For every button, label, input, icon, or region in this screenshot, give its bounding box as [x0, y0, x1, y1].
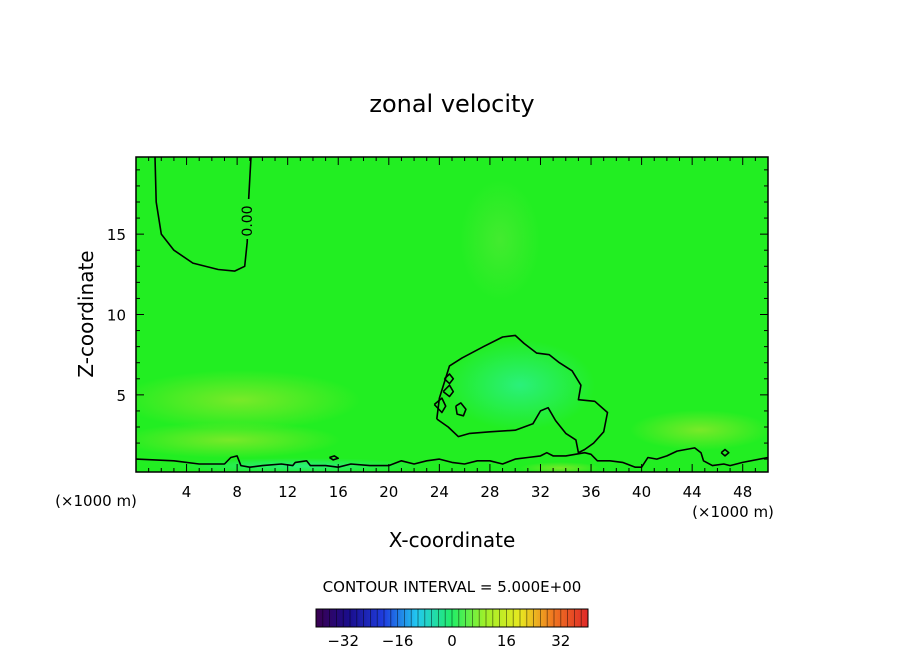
x-tick-label: 4: [182, 483, 192, 501]
x-tick-label: 40: [632, 483, 651, 501]
contour-line-1: [436, 334, 609, 454]
colorbar-tick-label: 0: [447, 632, 457, 650]
contour-line-2: [433, 397, 447, 414]
y-axis-ticks: [136, 169, 768, 460]
colorbar-frame: [315, 608, 589, 628]
x-axis-tick-labels: 4 8 12 16 20 24 28 32 36 40 44 48: [182, 483, 752, 501]
contour-line-6: [136, 447, 768, 469]
x-tick-label: 32: [531, 483, 550, 501]
contour-label-group: 0.00: [239, 199, 256, 239]
x-tick-label: 44: [683, 483, 702, 501]
x-tick-label: 20: [379, 483, 398, 501]
x-unit-right: (×1000 m): [692, 503, 774, 521]
x-tick-label: 48: [733, 483, 752, 501]
x-tick-label: 8: [232, 483, 242, 501]
plot-area: [136, 157, 768, 472]
colorbar-tick-label: −32: [327, 632, 359, 650]
contour-line-3: [442, 384, 455, 398]
y-axis-label: Z-coordinate: [74, 250, 98, 377]
contour-interval-text: CONTOUR INTERVAL = 5.000E+00: [323, 578, 582, 596]
contour-line-5: [455, 402, 467, 417]
x-unit-left: (×1000 m): [55, 492, 137, 510]
colorbar-dividers: [322, 609, 582, 627]
colorbar-tick-labels: −32 −16 0 16 32: [327, 632, 570, 650]
contour-line-4: [443, 373, 455, 385]
y-tick-label: 10: [107, 307, 126, 325]
x-tick-label: 36: [581, 483, 600, 501]
x-tick-label: 12: [278, 483, 297, 501]
x-tick-label: 28: [480, 483, 499, 501]
x-tick-label: 24: [430, 483, 449, 501]
x-axis-label: X-coordinate: [389, 528, 516, 552]
x-tick-label: 16: [329, 483, 348, 501]
colorbar-tick-label: 16: [497, 632, 516, 650]
colorbar: −32 −16 0 16 32: [315, 608, 589, 650]
colorbar-tick-label: −16: [382, 632, 414, 650]
y-axis-tick-labels: 5 10 15: [107, 226, 126, 405]
contour-lines: [136, 157, 768, 469]
contour-line-7: [328, 455, 340, 461]
y-tick-label: 15: [107, 226, 126, 244]
contour-line-8: [720, 448, 730, 457]
contour-label: 0.00: [240, 205, 256, 236]
colorbar-tick-label: 32: [551, 632, 570, 650]
chart-title: zonal velocity: [369, 90, 534, 118]
x-axis-ticks: [148, 157, 756, 472]
y-tick-label: 5: [116, 387, 126, 405]
